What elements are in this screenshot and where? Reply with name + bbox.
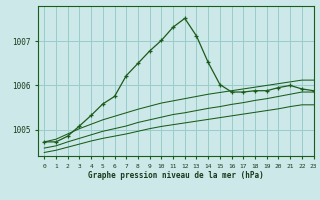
X-axis label: Graphe pression niveau de la mer (hPa): Graphe pression niveau de la mer (hPa) bbox=[88, 171, 264, 180]
